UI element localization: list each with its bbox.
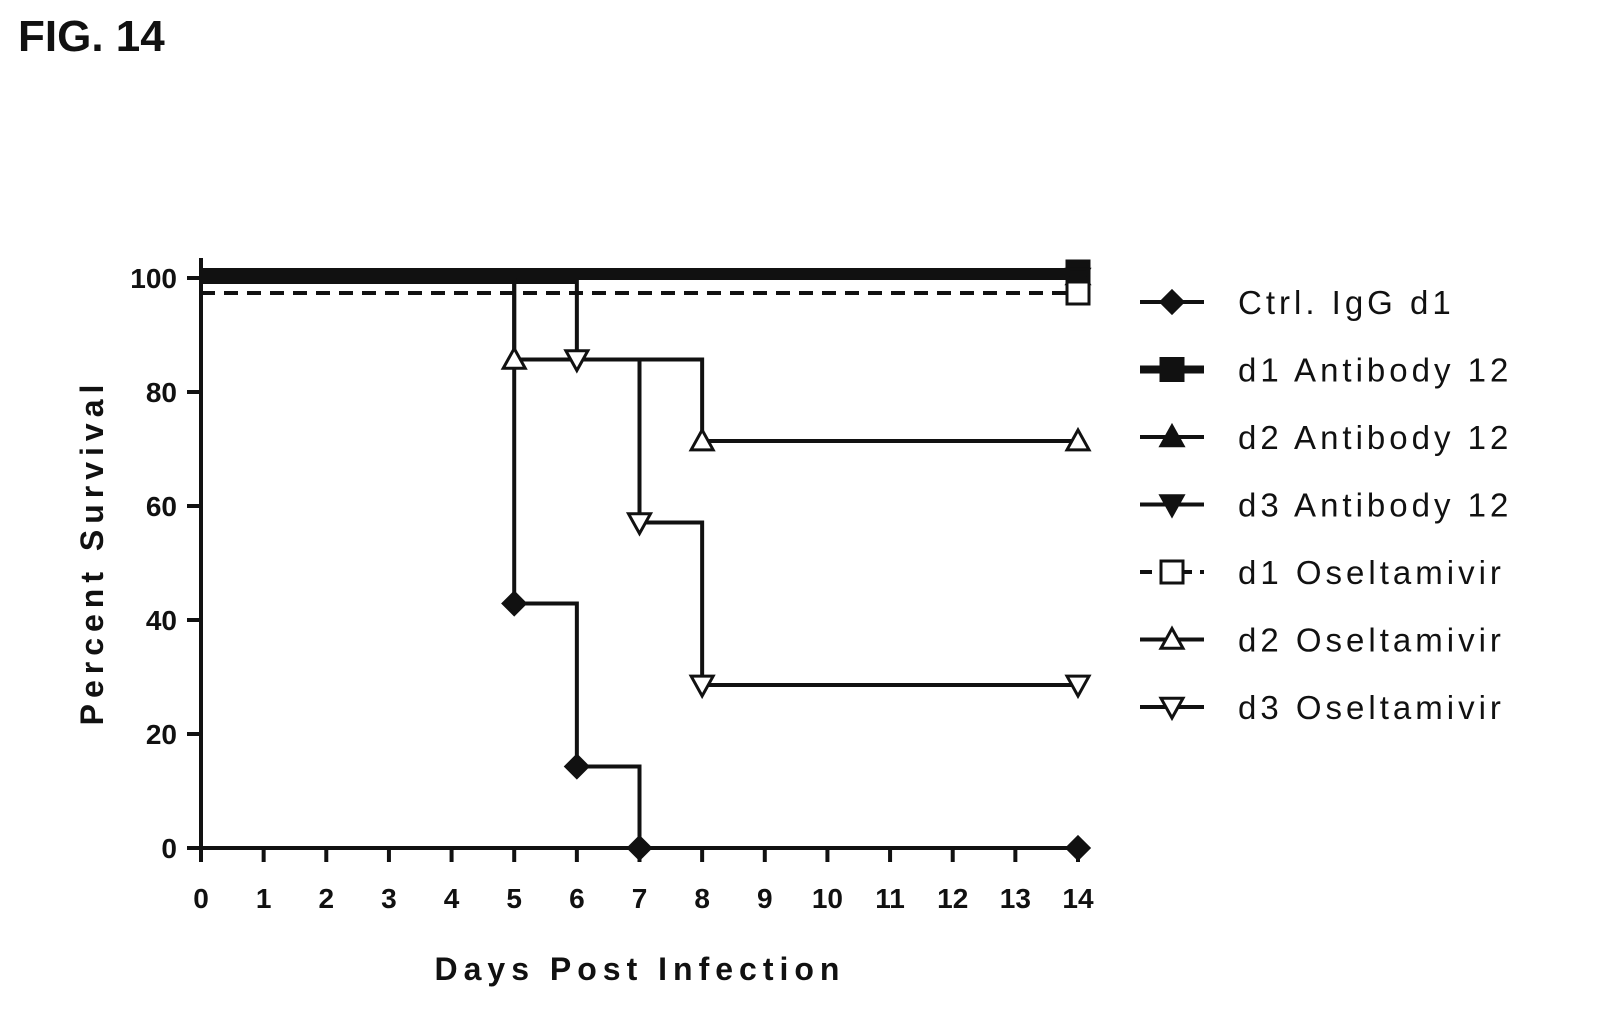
legend-label: Ctrl. IgG d1 bbox=[1238, 284, 1455, 321]
data-point-marker bbox=[625, 512, 654, 537]
data-point-marker bbox=[563, 349, 591, 374]
y-tick-label: 0 bbox=[161, 833, 177, 864]
figure-label: FIG. 14 bbox=[18, 12, 165, 61]
x-tick-label: 10 bbox=[812, 883, 843, 914]
x-tick-label: 13 bbox=[1000, 883, 1031, 914]
legend-marker-icon bbox=[1158, 288, 1186, 316]
legend-marker-icon bbox=[1158, 494, 1186, 519]
y-tick-label: 20 bbox=[146, 719, 177, 750]
y-tick-label: 80 bbox=[146, 377, 177, 408]
y-axis-title: Percent Survival bbox=[74, 379, 110, 726]
x-tick-label: 7 bbox=[632, 883, 648, 914]
legend-label: d3 Oseltamivir bbox=[1238, 689, 1505, 726]
legend-label: d1 Oseltamivir bbox=[1238, 554, 1505, 591]
data-point-marker bbox=[1064, 674, 1092, 700]
data-point-marker bbox=[500, 345, 528, 370]
markers bbox=[500, 259, 1092, 862]
legend: Ctrl. IgG d1 d1 Antibody 12 d2 Antibody 12… bbox=[1140, 284, 1512, 726]
data-point-marker bbox=[1064, 834, 1092, 862]
x-axis-title: Days Post Infection bbox=[435, 951, 846, 987]
legend-marker-icon bbox=[1158, 422, 1186, 448]
legend-marker-icon bbox=[1158, 696, 1186, 722]
series-line-6 bbox=[201, 280, 1078, 687]
x-tick-label: 3 bbox=[381, 883, 397, 914]
data-point-marker bbox=[501, 590, 528, 617]
x-tick-label: 12 bbox=[937, 883, 968, 914]
legend-marker-icon bbox=[1158, 625, 1186, 650]
legend-label: d2 Oseltamivir bbox=[1238, 622, 1505, 659]
data-point-marker bbox=[626, 834, 653, 862]
legend-marker-icon bbox=[1159, 357, 1185, 382]
x-tick-label: 4 bbox=[444, 883, 460, 914]
y-tick-label: 60 bbox=[146, 491, 177, 522]
x-tick-label: 5 bbox=[506, 883, 522, 914]
data-point-marker bbox=[563, 753, 590, 780]
data-point-marker bbox=[688, 426, 716, 452]
legend-marker-icon bbox=[1159, 559, 1185, 585]
data-point-marker bbox=[688, 674, 716, 700]
x-tick-label: 8 bbox=[694, 883, 710, 914]
x-tick-label: 9 bbox=[757, 883, 773, 914]
plot-lines bbox=[201, 268, 1078, 850]
x-tick-label: 6 bbox=[569, 883, 585, 914]
x-tick-label: 2 bbox=[318, 883, 334, 914]
x-tick-label: 1 bbox=[256, 883, 272, 914]
data-point-marker bbox=[1065, 280, 1091, 306]
legend-label: d2 Antibody 12 bbox=[1238, 419, 1512, 456]
legend-label: d1 Antibody 12 bbox=[1238, 352, 1512, 389]
x-tick-label: 11 bbox=[875, 883, 905, 914]
legend-label: d3 Antibody 12 bbox=[1238, 487, 1512, 524]
x-tick-label: 0 bbox=[193, 883, 209, 914]
data-point-marker bbox=[1064, 267, 1092, 293]
x-tick-label: 14 bbox=[1062, 883, 1094, 914]
data-point-marker bbox=[1064, 426, 1092, 452]
y-tick-label: 100 bbox=[130, 263, 177, 294]
y-tick-label: 40 bbox=[146, 605, 177, 636]
